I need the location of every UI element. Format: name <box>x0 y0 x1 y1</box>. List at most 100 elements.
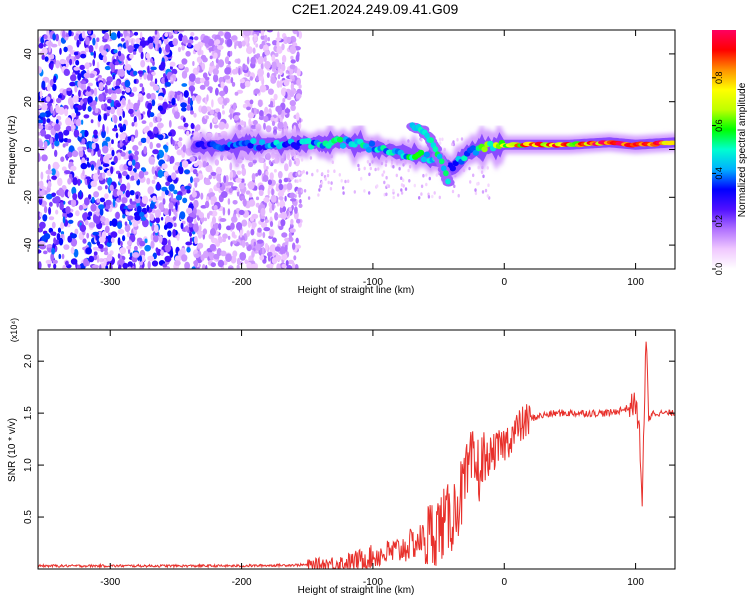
noise-speck <box>252 119 258 126</box>
noise-speck <box>165 44 171 53</box>
noise-speck <box>58 253 62 260</box>
noise-speck <box>125 58 128 66</box>
noise-speck <box>255 243 261 251</box>
noise-speck <box>270 76 277 84</box>
noise-speck <box>121 90 126 95</box>
noise-speck <box>184 185 191 190</box>
noise-speck <box>59 58 66 65</box>
noise-speck <box>104 225 110 234</box>
noise-speck <box>229 113 233 120</box>
noise-speck <box>156 181 160 190</box>
noise-speck <box>48 216 55 221</box>
noise-speck <box>39 112 47 118</box>
noise-speck <box>120 33 123 37</box>
noise-speck <box>38 249 42 254</box>
noise-speck <box>129 201 137 205</box>
noise-speck <box>62 216 66 224</box>
noise-speck <box>162 263 168 268</box>
noise-speck <box>246 46 253 55</box>
noise-speck <box>220 154 224 161</box>
noise-speck <box>57 227 62 233</box>
noise-speck <box>420 138 423 142</box>
noise-speck <box>41 80 46 89</box>
noise-speck <box>240 178 245 183</box>
noise-speck <box>395 173 398 178</box>
noise-speck <box>134 150 140 156</box>
noise-speck <box>202 228 208 235</box>
noise-speck <box>231 186 239 191</box>
noise-speck <box>271 202 275 211</box>
noise-speck <box>82 238 87 244</box>
noise-speck <box>246 56 250 65</box>
noise-speck <box>217 259 225 268</box>
noise-speck <box>210 262 216 268</box>
noise-speck <box>82 103 87 112</box>
noise-speck <box>474 188 477 192</box>
noise-speck <box>111 218 118 227</box>
noise-speck <box>192 61 195 66</box>
noise-speck <box>60 189 65 198</box>
noise-speck <box>400 183 404 187</box>
noise-speck <box>204 181 212 186</box>
noise-speck <box>93 191 100 198</box>
noise-speck <box>181 254 188 262</box>
noise-speck <box>138 170 145 179</box>
noise-speck <box>178 63 184 69</box>
noise-speck <box>63 138 69 143</box>
noise-speck <box>117 228 125 235</box>
noise-speck <box>164 81 172 87</box>
noise-speck <box>274 246 281 252</box>
noise-speck <box>44 134 52 140</box>
noise-speck <box>246 230 250 237</box>
noise-speck <box>87 96 93 103</box>
noise-speck <box>184 225 189 232</box>
noise-speck <box>39 221 46 229</box>
noise-speck <box>163 152 168 161</box>
noise-speck <box>45 169 53 175</box>
noise-speck <box>290 55 294 60</box>
noise-speck <box>84 197 90 206</box>
noise-speck <box>294 179 297 183</box>
noise-speck <box>289 91 295 98</box>
noise-speck <box>90 180 98 188</box>
noise-speck <box>52 83 57 92</box>
noise-speck <box>70 165 77 172</box>
noise-speck <box>279 69 283 76</box>
noise-speck <box>189 231 192 237</box>
noise-speck <box>213 52 218 59</box>
noise-speck <box>213 238 216 244</box>
noise-speck <box>106 126 109 135</box>
noise-speck <box>46 83 51 92</box>
noise-speck <box>123 155 128 160</box>
noise-speck <box>324 177 327 181</box>
noise-speck <box>102 247 108 252</box>
noise-speck <box>151 260 159 267</box>
ridge-blob <box>481 146 488 153</box>
noise-speck <box>110 63 115 73</box>
noise-speck <box>127 215 134 221</box>
noise-speck <box>420 192 423 196</box>
noise-speck <box>276 39 280 49</box>
noise-speck <box>97 114 102 122</box>
branch-blob <box>428 137 435 144</box>
noise-speck <box>80 162 88 170</box>
noise-speck <box>87 105 92 112</box>
noise-speck <box>52 110 56 117</box>
noise-speck <box>229 170 234 179</box>
noise-speck <box>209 109 215 115</box>
noise-speck <box>67 219 74 224</box>
noise-speck <box>83 114 90 119</box>
noise-speck <box>271 188 274 196</box>
noise-speck <box>192 169 198 175</box>
noise-speck <box>71 186 77 195</box>
noise-speck <box>77 80 82 88</box>
noise-speck <box>57 131 64 140</box>
noise-speck <box>477 165 480 170</box>
noise-speck <box>127 204 134 210</box>
noise-speck <box>400 176 403 180</box>
branch-blob <box>432 146 439 153</box>
noise-speck <box>170 77 173 82</box>
noise-speck <box>69 81 76 87</box>
noise-speck <box>242 63 246 71</box>
